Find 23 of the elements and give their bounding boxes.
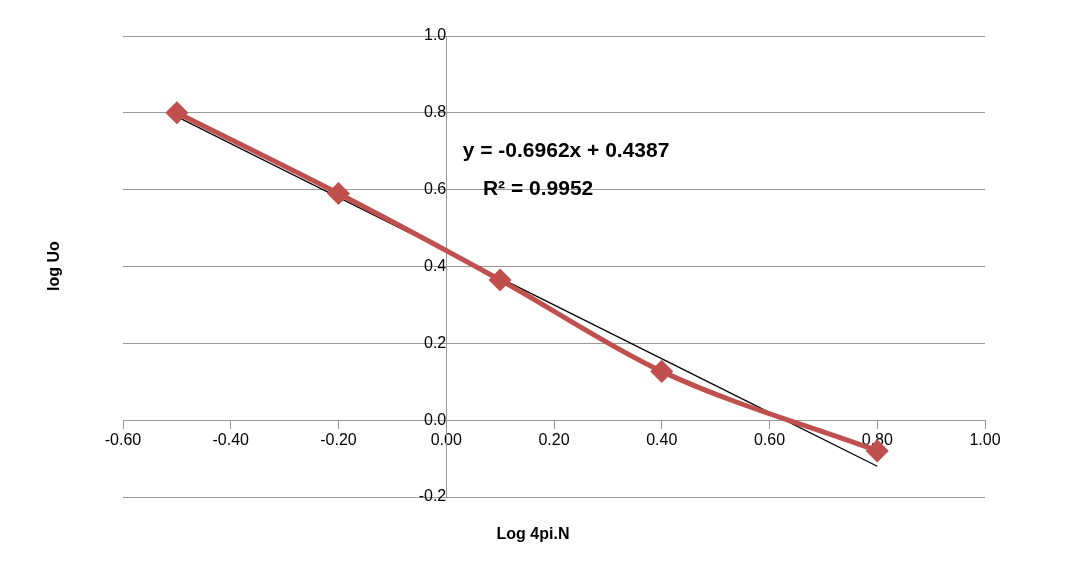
y-tick-label: -0.2 bbox=[418, 487, 447, 505]
point bbox=[328, 183, 349, 205]
x-tick-label: 1.00 bbox=[969, 431, 1001, 449]
x-tick-label: 0.60 bbox=[753, 431, 786, 449]
annotation: R² = 0.9952 bbox=[482, 175, 594, 199]
x-tick-label: 0.20 bbox=[538, 431, 570, 449]
y-tick-label: 0.6 bbox=[424, 180, 447, 198]
y-tick-label: 0.2 bbox=[424, 333, 447, 351]
y-tick-label: 0.4 bbox=[424, 256, 447, 274]
annotation: y = -0.6962x + 0.4387 bbox=[462, 137, 670, 161]
x-tick-label: -0.60 bbox=[104, 431, 142, 449]
x-tick-label: -0.40 bbox=[212, 431, 250, 449]
point bbox=[651, 360, 673, 382]
y-tick-label: 0.0 bbox=[424, 410, 447, 428]
point bbox=[489, 269, 511, 291]
x-tick-label: 0.40 bbox=[646, 431, 678, 449]
x-tick-label: 0.00 bbox=[430, 431, 462, 449]
y-tick-label: 0.8 bbox=[424, 103, 447, 121]
y-tick-label: 1.0 bbox=[424, 26, 447, 44]
point bbox=[166, 102, 188, 124]
y-axis-title: log Uo bbox=[45, 241, 63, 291]
x-tick-label: -0.20 bbox=[320, 431, 357, 449]
x-axis-title: Log 4pi.N bbox=[495, 525, 571, 543]
